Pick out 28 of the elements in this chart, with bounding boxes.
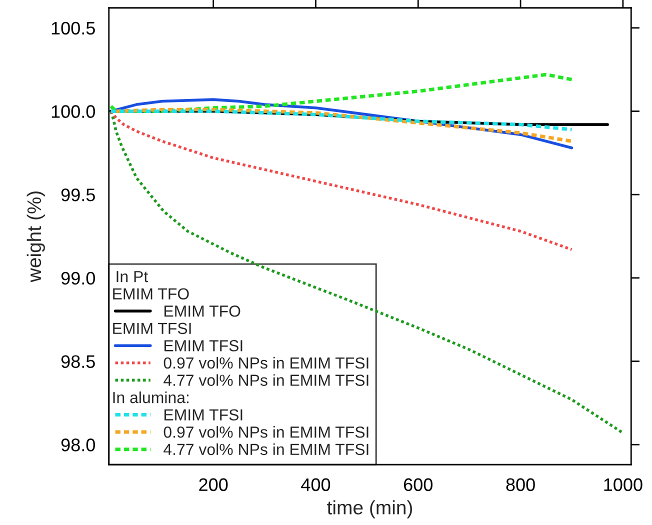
legend-label: 4.77 vol% NPs in EMIM TFSI: [164, 374, 368, 386]
legend-label: 0.97 vol% NPs in EMIM TFSI: [164, 426, 368, 438]
annotation: EMIM TFO: [113, 288, 189, 300]
line-series: [109, 109, 574, 132]
annotation: In alumina:: [113, 391, 188, 404]
y-tick-label: 100.5: [52, 22, 95, 35]
legend-label: 0.97 vol% NPs in EMIM TFSI: [164, 356, 368, 369]
x-axis-title: time (min): [327, 500, 412, 518]
line-series: [114, 108, 574, 143]
x-tick-label: 800: [506, 478, 535, 492]
legend-title: In Pt: [116, 271, 148, 282]
line-series: [109, 72, 574, 113]
y-tick-label: 100.0: [52, 105, 95, 118]
legend-label: EMIM TFSI: [164, 340, 242, 352]
y-tick-label: 98.0: [61, 438, 95, 452]
y-axis-title: weight (%): [26, 192, 45, 282]
x-tick-label: 200: [199, 478, 228, 492]
legend-label: EMIM TFO: [164, 305, 240, 317]
line-series: [110, 110, 574, 251]
x-tick-label: 400: [301, 478, 330, 492]
y-tick-label: 99.5: [61, 188, 95, 202]
y-tick-label: 99.0: [61, 272, 95, 285]
x-tick-label: 1000: [604, 478, 642, 492]
legend-label: EMIM TFSI: [164, 409, 242, 421]
x-tick-label: 600: [404, 478, 432, 492]
annotation: EMIM TFSI: [113, 322, 191, 334]
legend-label: 4.77 vol% NPs in EMIM TFSI: [164, 443, 368, 456]
y-tick-label: 98.5: [61, 355, 95, 368]
